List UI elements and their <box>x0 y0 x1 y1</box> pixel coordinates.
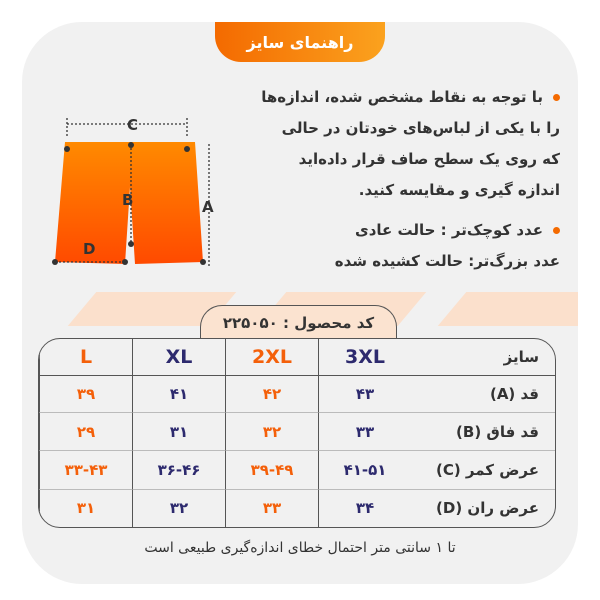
shorts-illustration <box>55 142 203 264</box>
table-header-row: L XL 2XL 3XL سایز <box>39 339 555 376</box>
size-header: 2XL <box>225 339 318 376</box>
table-row: ۳۱ ۳۲ ۳۳ ۳۴ عرض ران (D) <box>39 488 555 527</box>
instruction-line: که روی یک سطح صاف قرار داده‌اید <box>298 150 560 168</box>
cell: ۴۱-۵۱ <box>318 450 411 489</box>
cell: ۴۲ <box>225 376 318 413</box>
title-banner: راهنمای سایز <box>215 22 385 62</box>
instruction-line: را با یکی از لباس‌های خودتان در حالی <box>281 119 560 137</box>
cell: ۳۹-۴۹ <box>225 450 318 489</box>
footnote: تا ۱ سانتی متر احتمال خطای اندازه‌گیری ط… <box>144 540 456 556</box>
row-label: قد فاق (B) <box>411 412 555 450</box>
instruction-line: اندازه گیری و مقایسه کنید. <box>358 181 560 199</box>
label-d: D <box>83 240 95 258</box>
cell: ۲۹ <box>39 412 132 451</box>
cell: ۳۴ <box>318 488 411 527</box>
cell: ۳۳ <box>225 488 318 527</box>
size-table: L XL 2XL 3XL سایز ۳۹ ۴۱ ۴۲ ۴۳ قد (A) ۲۹ … <box>38 338 556 528</box>
shorts-diagram: C B A D <box>52 116 214 267</box>
cell: ۳۱ <box>39 488 132 527</box>
bullet-icon <box>553 227 560 234</box>
instructions: با توجه به نقاط مشخص شده، اندازه‌ها را ب… <box>230 82 560 277</box>
cell: ۳۹ <box>39 376 132 413</box>
cell: ۳۳ <box>318 412 411 451</box>
table-row: ۳۹ ۴۱ ۴۲ ۴۳ قد (A) <box>39 376 555 413</box>
bullet-icon <box>553 94 560 101</box>
row-label: عرض کمر (C) <box>411 450 555 488</box>
instruction-line: عدد کوچک‌تر : حالت عادی <box>230 215 560 246</box>
cell: ۴۱ <box>132 376 225 413</box>
cell: ۳۶-۴۶ <box>132 450 225 489</box>
row-label: قد (A) <box>489 385 539 404</box>
size-header: L <box>39 339 132 376</box>
instruction-line: عدد بزرگ‌تر: حالت کشیده شده <box>334 252 560 270</box>
cell: ۳۲ <box>132 488 225 527</box>
cell: ۳۲ <box>225 412 318 451</box>
row-label: سایز <box>411 339 555 376</box>
label-c: C <box>127 116 138 134</box>
size-header: 3XL <box>318 339 411 376</box>
label-a: A <box>202 198 214 216</box>
instruction-line: با توجه به نقاط مشخص شده، اندازه‌ها <box>230 82 560 113</box>
row-label: عرض ران (D) <box>411 488 555 527</box>
cell: ۴۳ <box>318 376 411 413</box>
decor-stripe <box>437 292 578 326</box>
table-row: ۳۳-۴۳ ۳۶-۴۶ ۳۹-۴۹ ۴۱-۵۱ عرض کمر (C) <box>39 450 555 489</box>
cell: ۳۳-۴۳ <box>39 450 132 489</box>
label-b: B <box>122 191 133 209</box>
table-row: ۲۹ ۳۱ ۳۲ ۳۳ قد فاق (B) <box>39 412 555 451</box>
size-header: XL <box>132 339 225 376</box>
cell: ۳۱ <box>132 412 225 451</box>
